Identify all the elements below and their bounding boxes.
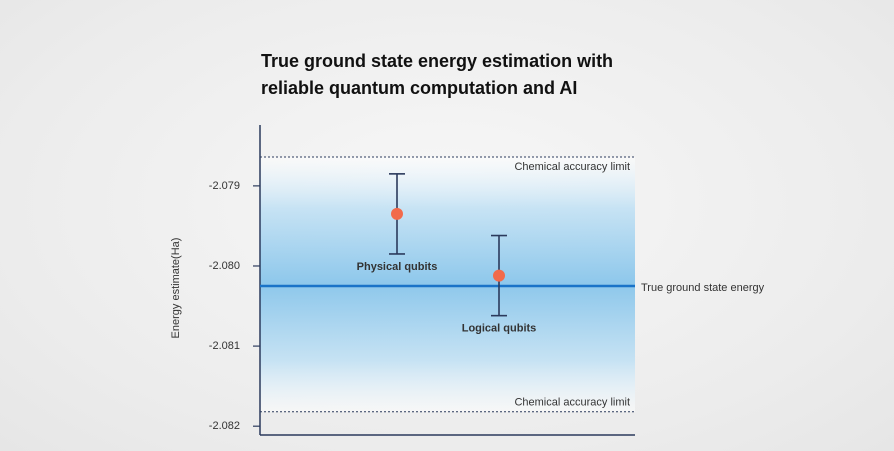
y-tick-label: -2.081 <box>209 340 240 352</box>
y-axis-label: Energy estimate(Ha) <box>170 238 182 339</box>
data-point <box>493 269 505 282</box>
data-point <box>391 207 403 220</box>
category-label: Physical qubits <box>357 261 438 273</box>
y-tick-label: -2.082 <box>209 420 240 432</box>
reference-label: Chemical accuracy limit <box>514 397 630 409</box>
reference-label: True ground state energy <box>641 282 765 294</box>
y-tick-label: -2.079 <box>209 180 240 192</box>
accuracy-band <box>260 157 635 412</box>
category-label: Logical qubits <box>462 323 537 335</box>
chart-title: True ground state energy estimation with… <box>261 51 614 98</box>
reference-label: Chemical accuracy limit <box>514 161 630 173</box>
y-tick-label: -2.080 <box>209 260 240 272</box>
